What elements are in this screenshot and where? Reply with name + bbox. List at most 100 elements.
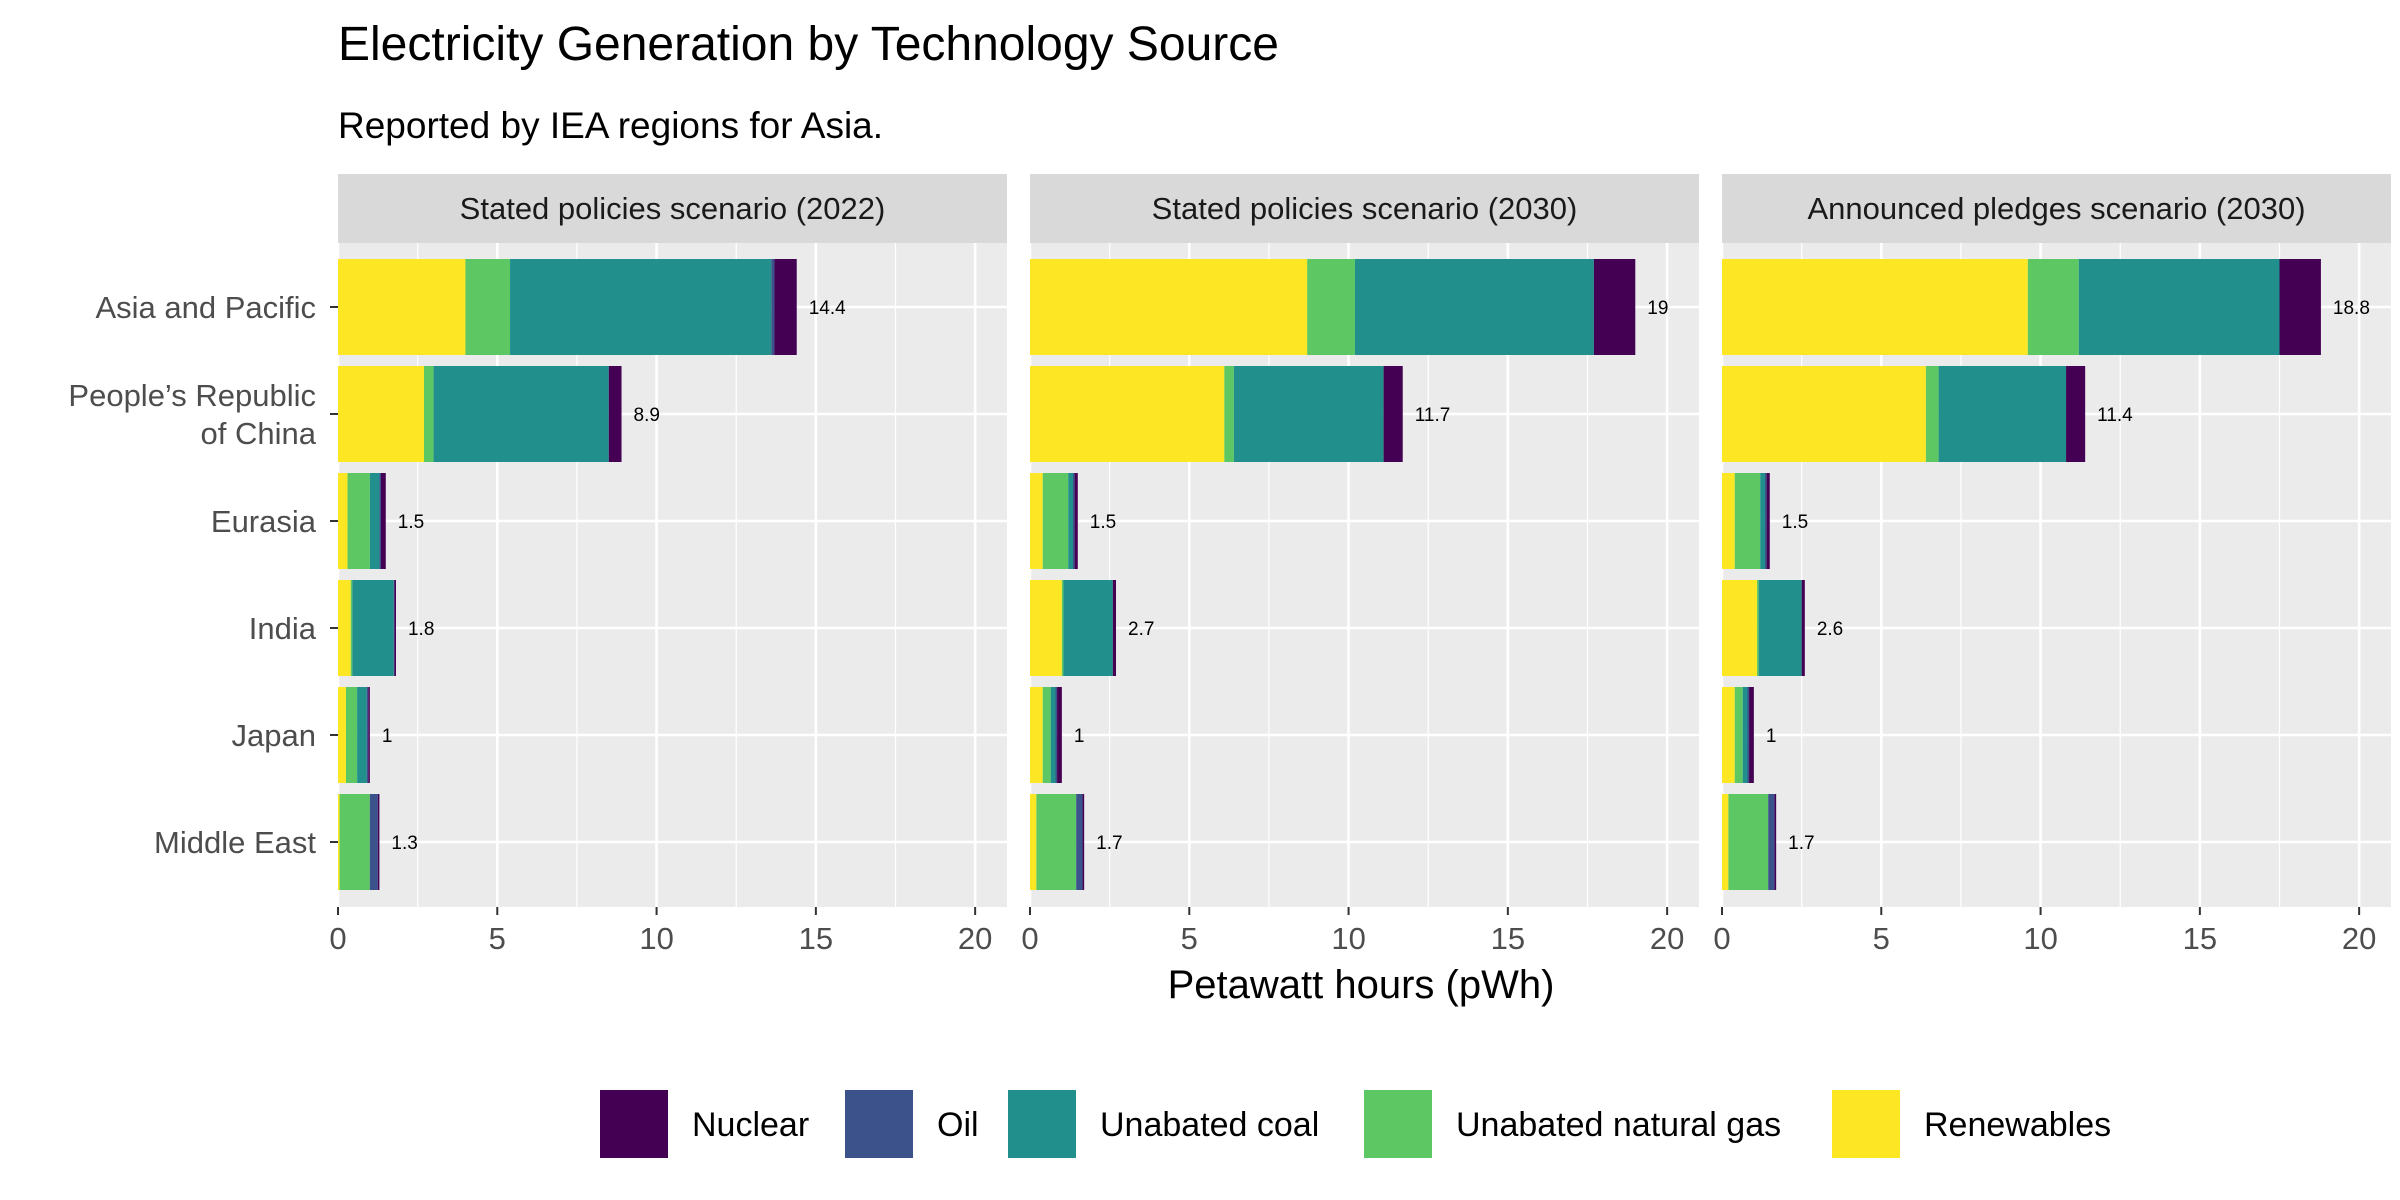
bar-total-label: 2.6 <box>1817 619 1843 640</box>
bar-unabated-coal <box>1063 580 1113 676</box>
bar-renewables <box>1030 794 1037 890</box>
legend-swatch-nuclear <box>600 1090 668 1158</box>
bar-renewables <box>338 366 425 462</box>
bar-unabated-coal <box>1760 473 1766 569</box>
facet-strip <box>338 174 1007 243</box>
bar-oil <box>366 687 369 783</box>
bar-nuclear <box>1801 580 1805 676</box>
bar-unabated-coal <box>1742 687 1748 783</box>
x-tick-label: 20 <box>958 921 992 956</box>
bar-unabated-natural-gas <box>350 580 353 676</box>
y-tick-label-line: of China <box>201 416 317 451</box>
bar-renewables <box>1030 259 1308 355</box>
bar-oil <box>771 259 775 355</box>
facet-strip-label: Stated policies scenario (2022) <box>460 191 886 226</box>
bar-renewables <box>1030 366 1225 462</box>
x-tick-label: 15 <box>799 921 833 956</box>
legend: Nuclear Oil Unabated coal Unabated natural … <box>600 1090 2111 1158</box>
bar-oil <box>379 473 382 569</box>
bar-renewables <box>338 580 351 676</box>
bar-unabated-coal <box>1233 366 1384 462</box>
bar-unabated-natural-gas <box>1224 366 1234 462</box>
bar-renewables <box>1722 687 1735 783</box>
bar-oil <box>1768 794 1775 890</box>
bar-unabated-natural-gas <box>2027 259 2079 355</box>
x-tick-label: 20 <box>2342 921 2376 956</box>
bar-oil <box>1747 687 1750 783</box>
facet-strip <box>1722 174 2391 243</box>
x-tick-label: 0 <box>1713 921 1730 956</box>
y-tick-label: Middle East <box>154 825 316 860</box>
y-tick-label: People’s Republic of China <box>68 378 316 451</box>
bar-total-label: 1.7 <box>1096 833 1122 854</box>
bar-nuclear <box>1766 473 1770 569</box>
bar-renewables <box>1030 473 1043 569</box>
y-tick-label: Asia and Pacific <box>95 290 316 325</box>
bar-nuclear <box>2066 366 2086 462</box>
bar-total-label: 1 <box>382 726 393 747</box>
bar-nuclear <box>381 473 386 569</box>
bar-total-label: 11.7 <box>1415 405 1451 426</box>
legend-swatch-unabated-coal <box>1008 1090 1076 1158</box>
legend-swatch-unabated-natural-gas <box>1364 1090 1432 1158</box>
bar-renewables <box>1722 580 1758 676</box>
bar-oil <box>1765 473 1767 569</box>
bar-unabated-coal <box>1050 687 1056 783</box>
bar-nuclear <box>394 580 396 676</box>
bar-unabated-coal <box>1938 366 2067 462</box>
legend-label: Nuclear <box>692 1106 809 1144</box>
bar-oil <box>1055 687 1058 783</box>
x-tick-label: 10 <box>1331 921 1365 956</box>
bar-nuclear <box>1082 794 1085 890</box>
facet-strip-label: Announced pledges scenario (2030) <box>1807 191 2305 226</box>
bar-total-label: 2.7 <box>1128 619 1154 640</box>
bar-nuclear <box>1074 473 1078 569</box>
bar-nuclear <box>2279 259 2321 355</box>
bar-nuclear <box>1383 366 1403 462</box>
bar-nuclear <box>608 366 622 462</box>
bar-total-label: 1.5 <box>398 512 424 533</box>
bar-renewables <box>338 794 340 890</box>
legend-label: Unabated natural gas <box>1456 1106 1781 1144</box>
bar-total-label: 1.5 <box>1090 512 1116 533</box>
bar-nuclear <box>1593 259 1636 355</box>
facet-strip <box>1030 174 1699 243</box>
bar-unabated-coal <box>1758 580 1802 676</box>
chart-title: Electricity Generation by Technology Sou… <box>338 18 1279 71</box>
bar-unabated-natural-gas <box>1036 794 1077 890</box>
bar-total-label: 11.4 <box>2097 405 2133 426</box>
x-tick-label: 20 <box>1650 921 1684 956</box>
bar-unabated-coal <box>352 580 394 676</box>
bar-renewables <box>1722 259 2028 355</box>
bar-unabated-natural-gas <box>345 687 358 783</box>
bar-total-label: 19 <box>1647 298 1668 319</box>
bar-unabated-natural-gas <box>1734 473 1761 569</box>
bar-nuclear <box>1112 580 1117 676</box>
x-tick-label: 5 <box>1873 921 1890 956</box>
legend-label: Oil <box>937 1106 979 1144</box>
bar-unabated-coal <box>369 473 380 569</box>
bar-oil <box>369 794 378 890</box>
bar-unabated-natural-gas <box>1307 259 1355 355</box>
bar-unabated-natural-gas <box>1728 794 1769 890</box>
bar-unabated-natural-gas <box>424 366 434 462</box>
x-tick-label: 0 <box>329 921 346 956</box>
facet-strip-label: Stated policies scenario (2030) <box>1152 191 1578 226</box>
bar-nuclear <box>774 259 797 355</box>
bar-unabated-coal <box>1068 473 1074 569</box>
bar-renewables <box>1722 366 1926 462</box>
bar-total-label: 1.8 <box>408 619 434 640</box>
bar-unabated-natural-gas <box>1757 580 1759 676</box>
bar-renewables <box>1030 580 1062 676</box>
bar-oil <box>1076 794 1083 890</box>
bar-total-label: 8.9 <box>634 405 660 426</box>
bar-unabated-coal <box>357 687 367 783</box>
x-tick-label: 5 <box>1181 921 1198 956</box>
facet-panel-1: Stated policies scenario (2022) 14.4 8.9 1.… <box>329 174 1007 956</box>
facet-panel-2: Stated policies scenario (2030) 19 11.7 1.5… <box>1021 174 1699 956</box>
y-axis: Asia and Pacific People’s Republic of Chin… <box>68 290 338 860</box>
bar-nuclear <box>1057 687 1062 783</box>
bar-renewables <box>338 687 346 783</box>
bar-nuclear <box>368 687 370 783</box>
bar-total-label: 1.7 <box>1788 833 1814 854</box>
